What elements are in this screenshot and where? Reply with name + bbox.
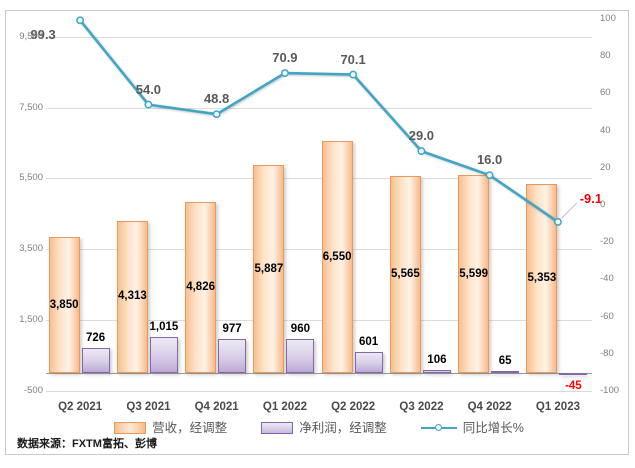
growth-point-marker [349, 70, 358, 79]
legend-item-growth: 同比增长% [420, 420, 524, 436]
source-note: 数据来源：FXTM富拓、彭博 [17, 438, 157, 450]
legend-label-growth: 同比增长% [462, 420, 524, 435]
growth-point-marker [417, 147, 426, 156]
profit-swatch-icon [261, 422, 294, 434]
growth-point-marker [553, 217, 562, 226]
legend-item-profit: 净利润，经调整 [261, 421, 387, 436]
growth-line-marker [434, 424, 442, 431]
revenue-swatch-icon [114, 422, 147, 434]
growth-point-marker [144, 100, 153, 109]
growth-line [79, 19, 559, 223]
growth-point-marker [280, 69, 289, 78]
legend-label-revenue: 营收，经调整 [152, 420, 228, 435]
callout-leader-line [561, 202, 578, 219]
growth-point-marker [212, 110, 221, 119]
growth-line-swatch-icon [420, 422, 457, 435]
growth-point-marker [485, 171, 494, 180]
chart-area [5, 10, 629, 455]
legend-label-profit: 净利润，经调整 [299, 420, 387, 435]
legend-item-revenue: 营收，经调整 [114, 421, 227, 436]
legend: 营收，经调整 净利润，经调整 同比增长% [46, 420, 592, 436]
growth-point-marker [76, 16, 85, 25]
